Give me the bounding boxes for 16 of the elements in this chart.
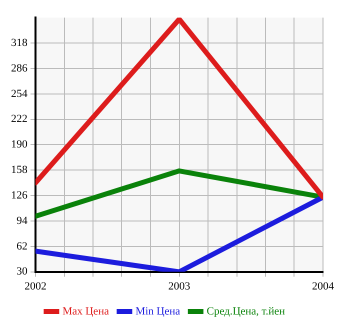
y-tick-label: 318 xyxy=(11,36,28,49)
y-tick-label: 62 xyxy=(16,240,28,252)
y-tick-label: 94 xyxy=(16,214,28,227)
x-tick-label: 2004 xyxy=(312,280,334,292)
legend-label: Max Цена xyxy=(62,305,110,318)
legend-label: Min Цена xyxy=(135,305,180,318)
y-tick-label: 254 xyxy=(11,88,28,100)
y-tick-label: 222 xyxy=(11,113,28,126)
y-tick-label: 158 xyxy=(11,164,28,176)
y-tick-label: 190 xyxy=(11,138,28,151)
x-tick-label: 2002 xyxy=(24,280,46,292)
y-tick-label: 126 xyxy=(11,189,28,202)
legend-label: Сред.Цена, т.йен xyxy=(206,305,286,318)
x-tick-label: 2003 xyxy=(168,280,191,292)
y-tick-label: 286 xyxy=(11,62,28,74)
y-tick-label: 30 xyxy=(16,266,28,278)
